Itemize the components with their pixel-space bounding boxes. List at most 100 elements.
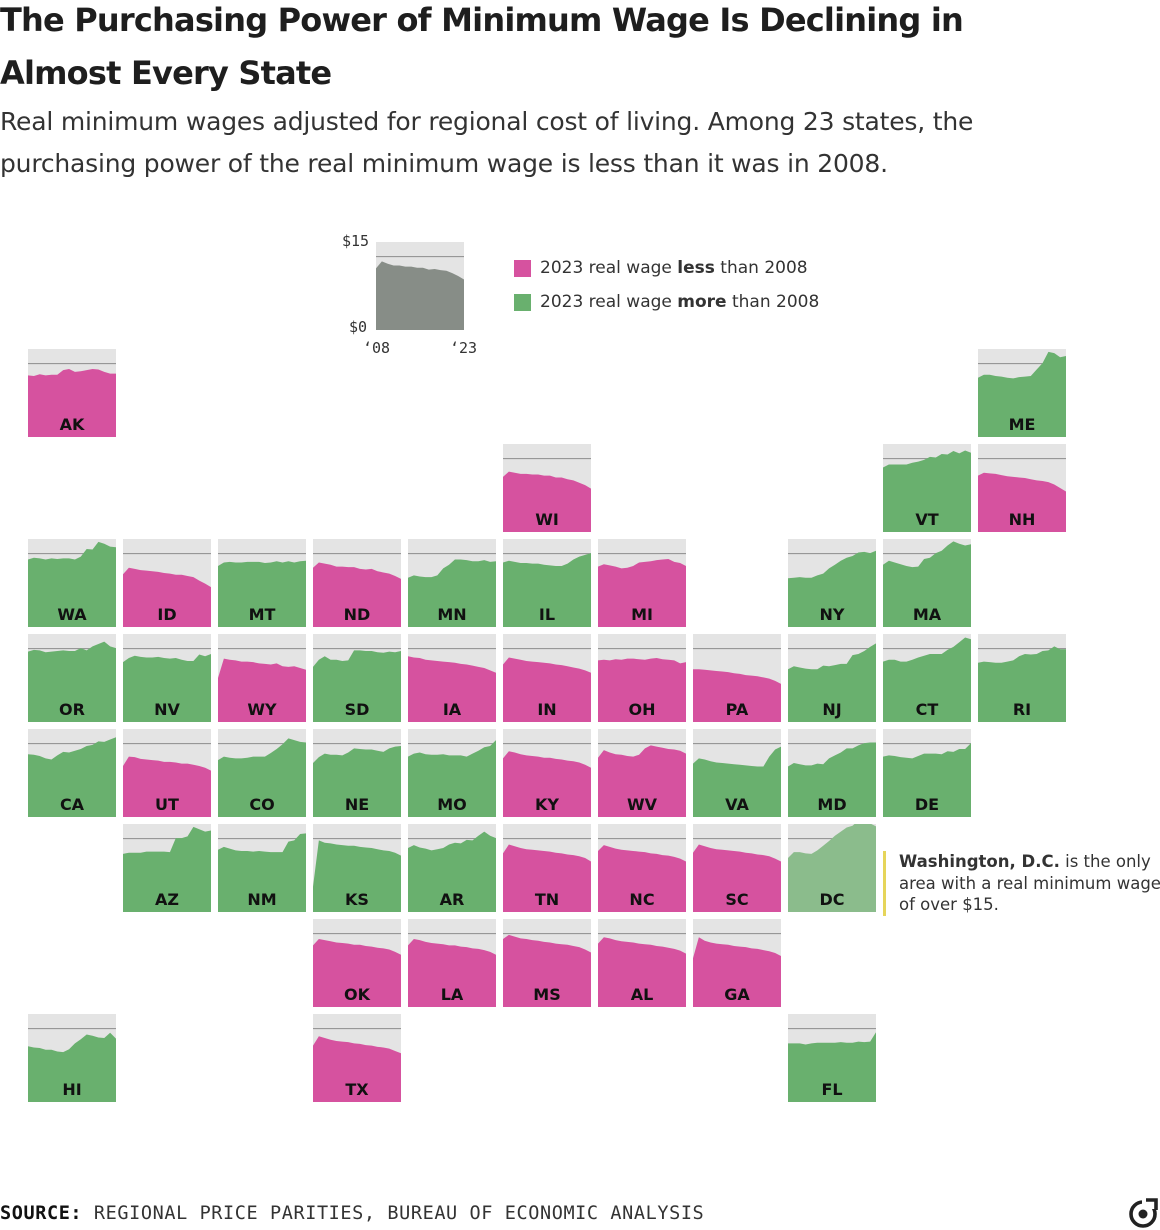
state-tile-ri: RI	[978, 634, 1066, 722]
state-label-ca: CA	[59, 795, 85, 814]
state-chart-ut	[123, 729, 211, 817]
state-tile-ms: MS	[503, 919, 591, 1007]
state-tile-wy: WY	[218, 634, 306, 722]
state-tile-mo: MO	[408, 729, 496, 817]
state-tile-ny: NY	[788, 539, 876, 627]
state-chart-ca	[28, 729, 116, 817]
state-nm-area	[218, 833, 306, 912]
state-chart-nm	[218, 824, 306, 912]
state-wv-area	[598, 745, 686, 817]
state-chart-ia	[408, 634, 496, 722]
state-chart-vt	[883, 444, 971, 532]
state-label-tn: TN	[534, 890, 560, 909]
state-chart-or	[28, 634, 116, 722]
key-x-end-label: ‘23	[450, 339, 478, 357]
legend-swatch-less	[514, 259, 531, 277]
state-chart-in	[503, 634, 591, 722]
state-nc-area	[598, 845, 686, 912]
state-chart-ky	[503, 729, 591, 817]
state-label-wv: WV	[626, 795, 658, 814]
state-label-hi: HI	[62, 1080, 82, 1099]
state-tile-ga: GA	[693, 919, 781, 1007]
state-mi-area	[598, 558, 686, 627]
state-tile-ar: AR	[408, 824, 496, 912]
state-tile-az: AZ	[123, 824, 211, 912]
state-label-md: MD	[817, 795, 847, 814]
brand-logo-icon	[1129, 1198, 1160, 1228]
state-label-co: CO	[249, 795, 275, 814]
state-wy-area	[218, 658, 306, 722]
state-label-wi: WI	[535, 510, 559, 529]
state-tile-hi: HI	[28, 1014, 116, 1102]
state-chart-tx	[313, 1014, 401, 1102]
state-sc-area	[693, 844, 781, 912]
state-tile-al: AL	[598, 919, 686, 1007]
state-tile-ne: NE	[313, 729, 401, 817]
state-chart-mo	[408, 729, 496, 817]
state-chart-az	[123, 824, 211, 912]
state-chart-ms	[503, 919, 591, 1007]
state-va-area	[693, 746, 781, 817]
state-label-ia: IA	[442, 700, 462, 719]
state-label-ok: OK	[344, 985, 370, 1004]
state-chart-nh	[978, 444, 1066, 532]
state-mn-area	[408, 559, 496, 627]
state-tile-oh: OH	[598, 634, 686, 722]
state-ne-area	[313, 746, 401, 817]
legend-item-less: 2023 real wage less than 2008	[514, 258, 808, 278]
state-label-sc: SC	[725, 890, 749, 909]
state-al-area	[598, 937, 686, 1007]
state-tile-tn: TN	[503, 824, 591, 912]
state-label-oh: OH	[628, 700, 656, 719]
state-tile-fl: FL	[788, 1014, 876, 1102]
state-tile-or: OR	[28, 634, 116, 722]
state-nd-area	[313, 562, 401, 627]
state-ia-area	[408, 656, 496, 722]
state-tile-me: ME	[978, 349, 1066, 437]
state-chart-de	[883, 729, 971, 817]
state-chart-fl	[788, 1014, 876, 1102]
state-label-nv: NV	[154, 700, 180, 719]
state-de-area	[883, 743, 971, 817]
state-tile-ak: AK	[28, 349, 116, 437]
key-area-chart	[376, 242, 464, 330]
key-area	[376, 261, 464, 330]
state-chart-ne	[313, 729, 401, 817]
state-nv-area	[123, 653, 211, 722]
state-ct-area	[883, 637, 971, 722]
state-co-area	[218, 738, 306, 817]
state-mt-area	[218, 560, 306, 627]
state-chart-al	[598, 919, 686, 1007]
state-tile-sd: SD	[313, 634, 401, 722]
state-label-il: IL	[538, 605, 556, 624]
state-label-ut: UT	[155, 795, 179, 814]
state-label-in: IN	[537, 700, 557, 719]
state-tile-nm: NM	[218, 824, 306, 912]
state-label-me: ME	[1008, 415, 1036, 434]
state-chart-nc	[598, 824, 686, 912]
state-tile-tx: TX	[313, 1014, 401, 1102]
state-tile-dc: DC	[788, 824, 876, 912]
state-la-area	[408, 938, 496, 1007]
state-ak-area	[28, 368, 116, 437]
state-label-al: AL	[630, 985, 654, 1004]
state-chart-me	[978, 349, 1066, 437]
state-label-wa: WA	[57, 605, 87, 624]
state-tile-vt: VT	[883, 444, 971, 532]
state-tile-md: MD	[788, 729, 876, 817]
state-tile-ia: IA	[408, 634, 496, 722]
state-chart-mt	[218, 539, 306, 627]
state-tile-la: LA	[408, 919, 496, 1007]
state-tile-ks: KS	[313, 824, 401, 912]
key-y-bottom-label: $0	[349, 318, 368, 336]
state-tile-wi: WI	[503, 444, 591, 532]
state-chart-tn	[503, 824, 591, 912]
state-tile-co: CO	[218, 729, 306, 817]
state-tile-wa: WA	[28, 539, 116, 627]
state-chart-id	[123, 539, 211, 627]
state-tile-ct: CT	[883, 634, 971, 722]
state-label-va: VA	[725, 795, 749, 814]
state-tile-mi: MI	[598, 539, 686, 627]
state-id-area	[123, 567, 211, 627]
state-tile-nj: NJ	[788, 634, 876, 722]
